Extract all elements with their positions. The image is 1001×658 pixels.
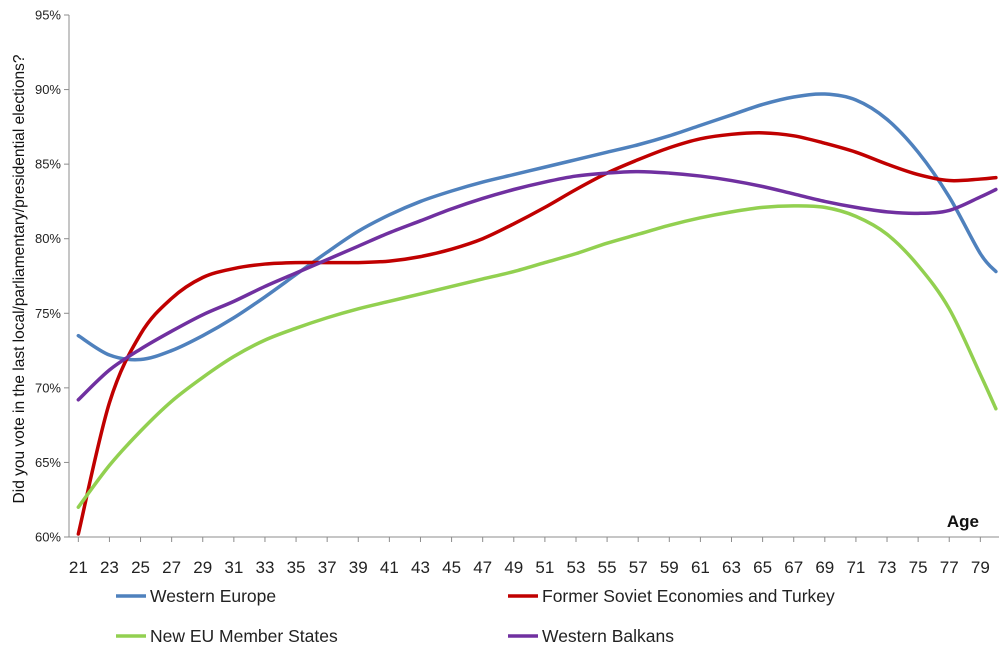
- y-tick-label: 95%: [35, 8, 61, 23]
- legend-label: New EU Member States: [150, 626, 338, 646]
- x-tick-label: 53: [567, 558, 586, 577]
- x-tick-label: 77: [940, 558, 959, 577]
- x-tick-label: 71: [846, 558, 865, 577]
- series-line-new-eu-member-states: [76, 204, 998, 509]
- legend-item-former-soviet-economies-and-turkey: Former Soviet Economies and Turkey: [508, 586, 835, 606]
- legend-label: Western Europe: [150, 586, 276, 606]
- x-tick-label: 43: [411, 558, 430, 577]
- x-tick-label: 67: [784, 558, 803, 577]
- x-tick-label: 75: [909, 558, 928, 577]
- x-tick-label: 29: [193, 558, 212, 577]
- y-tick-label: 70%: [35, 380, 61, 395]
- x-tick-label: 41: [380, 558, 399, 577]
- legend-label: Western Balkans: [542, 626, 674, 646]
- y-tick-label: 90%: [35, 82, 61, 97]
- x-tick-label: 45: [442, 558, 461, 577]
- x-tick-label: 21: [69, 558, 88, 577]
- legend: Western Europe Former Soviet Economies an…: [116, 586, 835, 646]
- y-tick-label: 75%: [35, 306, 61, 321]
- x-tick-label: 49: [504, 558, 523, 577]
- y-tick-label: 60%: [35, 530, 61, 545]
- x-tick-label: 31: [224, 558, 243, 577]
- x-tick-label: 37: [318, 558, 337, 577]
- x-tick-label: 73: [878, 558, 897, 577]
- legend-item-new-eu-member-states: New EU Member States: [116, 626, 338, 646]
- x-tick-label: 57: [629, 558, 648, 577]
- x-tick-label: 69: [815, 558, 834, 577]
- y-axis-title: Did you vote in the last local/parliamen…: [11, 54, 28, 503]
- x-tick-label: 39: [349, 558, 368, 577]
- x-tick-label: 61: [691, 558, 710, 577]
- x-axis-title: Age: [947, 512, 979, 531]
- x-tick-label: 65: [753, 558, 772, 577]
- x-tick-label: 51: [535, 558, 554, 577]
- series-layer: [76, 92, 998, 536]
- series-line-former-soviet-economies-and-turkey: [76, 131, 998, 536]
- y-tick-label: 85%: [35, 157, 61, 172]
- legend-item-western-balkans: Western Balkans: [508, 626, 674, 646]
- series-line-western-europe: [76, 92, 998, 362]
- y-tick-label: 80%: [35, 231, 61, 246]
- x-tick-label: 55: [598, 558, 617, 577]
- y-tick-label: 65%: [35, 455, 61, 470]
- x-tick-label: 59: [660, 558, 679, 577]
- x-tick-label: 25: [131, 558, 150, 577]
- x-tick-label: 23: [100, 558, 119, 577]
- series-line-western-balkans: [76, 169, 998, 402]
- legend-item-western-europe: Western Europe: [116, 586, 276, 606]
- x-tick-label: 63: [722, 558, 741, 577]
- legend-label: Former Soviet Economies and Turkey: [542, 586, 835, 606]
- x-tick-label: 27: [162, 558, 181, 577]
- x-tick-label: 35: [287, 558, 306, 577]
- x-tick-label: 79: [971, 558, 990, 577]
- labels-layer: Age Did you vote in the last local/parlia…: [11, 54, 979, 531]
- x-tick-label: 47: [473, 558, 492, 577]
- x-tick-label: 33: [255, 558, 274, 577]
- axes-layer: 60% 65% 70% 75% 80% 85% 90% 95% 21 23 25 27 29 31 33 35…: [35, 8, 999, 577]
